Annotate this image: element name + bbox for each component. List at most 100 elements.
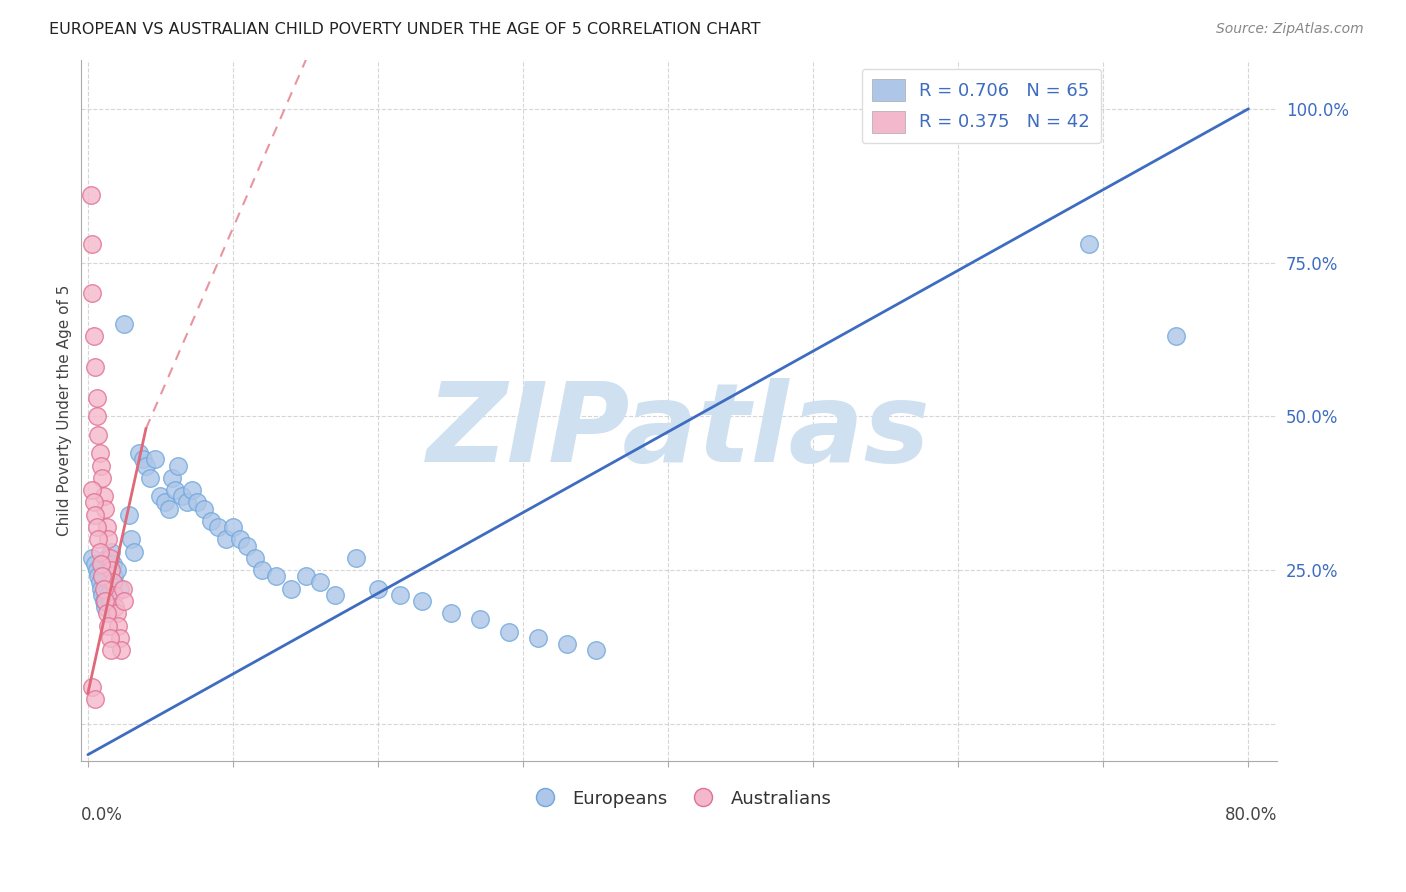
Point [411, 594, 433, 608]
Point [84, 557, 107, 571]
Point [222, 520, 245, 534]
Point [86, 409, 108, 424]
Point [82, 286, 104, 301]
Point [149, 489, 172, 503]
Point [104, 600, 127, 615]
Point [243, 550, 266, 565]
Point [93, 489, 115, 503]
Point [82, 483, 104, 498]
Point [176, 495, 198, 509]
Text: EUROPEAN VS AUSTRALIAN CHILD POVERTY UNDER THE AGE OF 5 CORRELATION CHART: EUROPEAN VS AUSTRALIAN CHILD POVERTY UND… [49, 22, 761, 37]
Point [135, 458, 157, 473]
Point [555, 637, 578, 651]
Y-axis label: Child Poverty Under the Age of 5: Child Poverty Under the Age of 5 [58, 285, 72, 536]
Point [207, 520, 229, 534]
Point [991, 102, 1014, 116]
Point [323, 588, 346, 602]
Point [112, 594, 135, 608]
Point [94, 594, 117, 608]
Point [90, 458, 112, 473]
Point [86, 520, 108, 534]
Point [98, 631, 121, 645]
Point [181, 483, 204, 498]
Point [83, 329, 105, 343]
Legend: Europeans, Australians: Europeans, Australians [520, 782, 838, 815]
Point [120, 533, 142, 547]
Point [82, 680, 104, 694]
Point [100, 643, 122, 657]
Point [236, 539, 259, 553]
Point [108, 631, 131, 645]
Point [948, 102, 970, 116]
Point [90, 582, 112, 596]
Point [1077, 237, 1099, 252]
Point [107, 618, 129, 632]
Point [266, 569, 288, 583]
Point [97, 533, 120, 547]
Point [98, 594, 121, 608]
Point [97, 618, 120, 632]
Point [101, 575, 124, 590]
Point [91, 569, 114, 583]
Point [91, 471, 114, 485]
Point [105, 606, 128, 620]
Point [215, 533, 238, 547]
Text: 80.0%: 80.0% [1225, 806, 1278, 824]
Point [309, 575, 332, 590]
Point [139, 471, 162, 485]
Point [585, 643, 607, 657]
Point [128, 446, 150, 460]
Point [250, 563, 273, 577]
Point [110, 643, 132, 657]
Point [172, 489, 194, 503]
Point [117, 508, 139, 522]
Point [103, 588, 125, 602]
Point [83, 495, 105, 509]
Point [367, 582, 389, 596]
Point [105, 563, 128, 577]
Point [294, 569, 316, 583]
Point [1164, 329, 1187, 343]
Point [468, 612, 491, 626]
Point [103, 569, 125, 583]
Point [160, 471, 183, 485]
Point [200, 514, 222, 528]
Point [96, 520, 118, 534]
Text: ZIPatlas: ZIPatlas [427, 377, 931, 484]
Point [97, 588, 120, 602]
Point [124, 544, 146, 558]
Point [87, 533, 110, 547]
Point [163, 483, 186, 498]
Point [80, 188, 103, 202]
Point [132, 452, 155, 467]
Point [93, 582, 115, 596]
Point [84, 360, 107, 375]
Point [87, 427, 110, 442]
Point [186, 495, 208, 509]
Point [89, 544, 111, 558]
Point [100, 544, 122, 558]
Point [82, 550, 104, 565]
Point [166, 458, 188, 473]
Point [1035, 102, 1057, 116]
Point [100, 563, 122, 577]
Point [157, 501, 180, 516]
Point [344, 550, 367, 565]
Point [87, 569, 110, 583]
Point [153, 495, 176, 509]
Point [90, 557, 112, 571]
Point [98, 550, 121, 565]
Text: Source: ZipAtlas.com: Source: ZipAtlas.com [1216, 22, 1364, 37]
Point [89, 575, 111, 590]
Point [526, 631, 548, 645]
Point [89, 446, 111, 460]
Point [108, 582, 131, 596]
Point [91, 588, 114, 602]
Point [388, 588, 411, 602]
Point [229, 533, 252, 547]
Text: 0.0%: 0.0% [80, 806, 122, 824]
Point [280, 582, 302, 596]
Point [84, 692, 107, 706]
Point [93, 594, 115, 608]
Point [84, 508, 107, 522]
